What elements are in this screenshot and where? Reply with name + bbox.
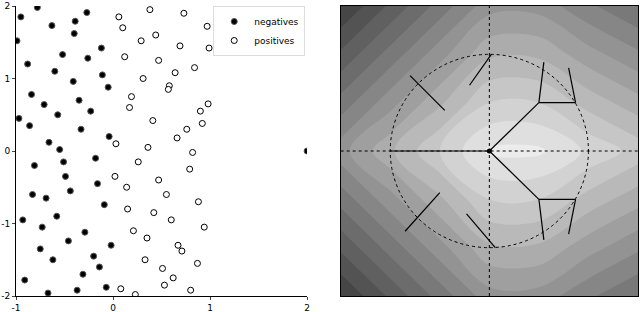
svg-text:negatives: negatives — [254, 17, 298, 27]
svg-text:positives: positives — [254, 36, 294, 46]
svg-text:-1: -1 — [1, 219, 10, 229]
svg-text:1: 1 — [207, 303, 213, 312]
svg-text:2: 2 — [4, 1, 10, 11]
svg-text:2: 2 — [304, 303, 310, 312]
svg-text:0: 0 — [4, 146, 10, 156]
svg-text:0: 0 — [110, 303, 116, 312]
svg-text:-2: -2 — [1, 291, 10, 301]
svg-text:-1: -1 — [12, 303, 21, 312]
svg-text:1: 1 — [4, 74, 10, 84]
